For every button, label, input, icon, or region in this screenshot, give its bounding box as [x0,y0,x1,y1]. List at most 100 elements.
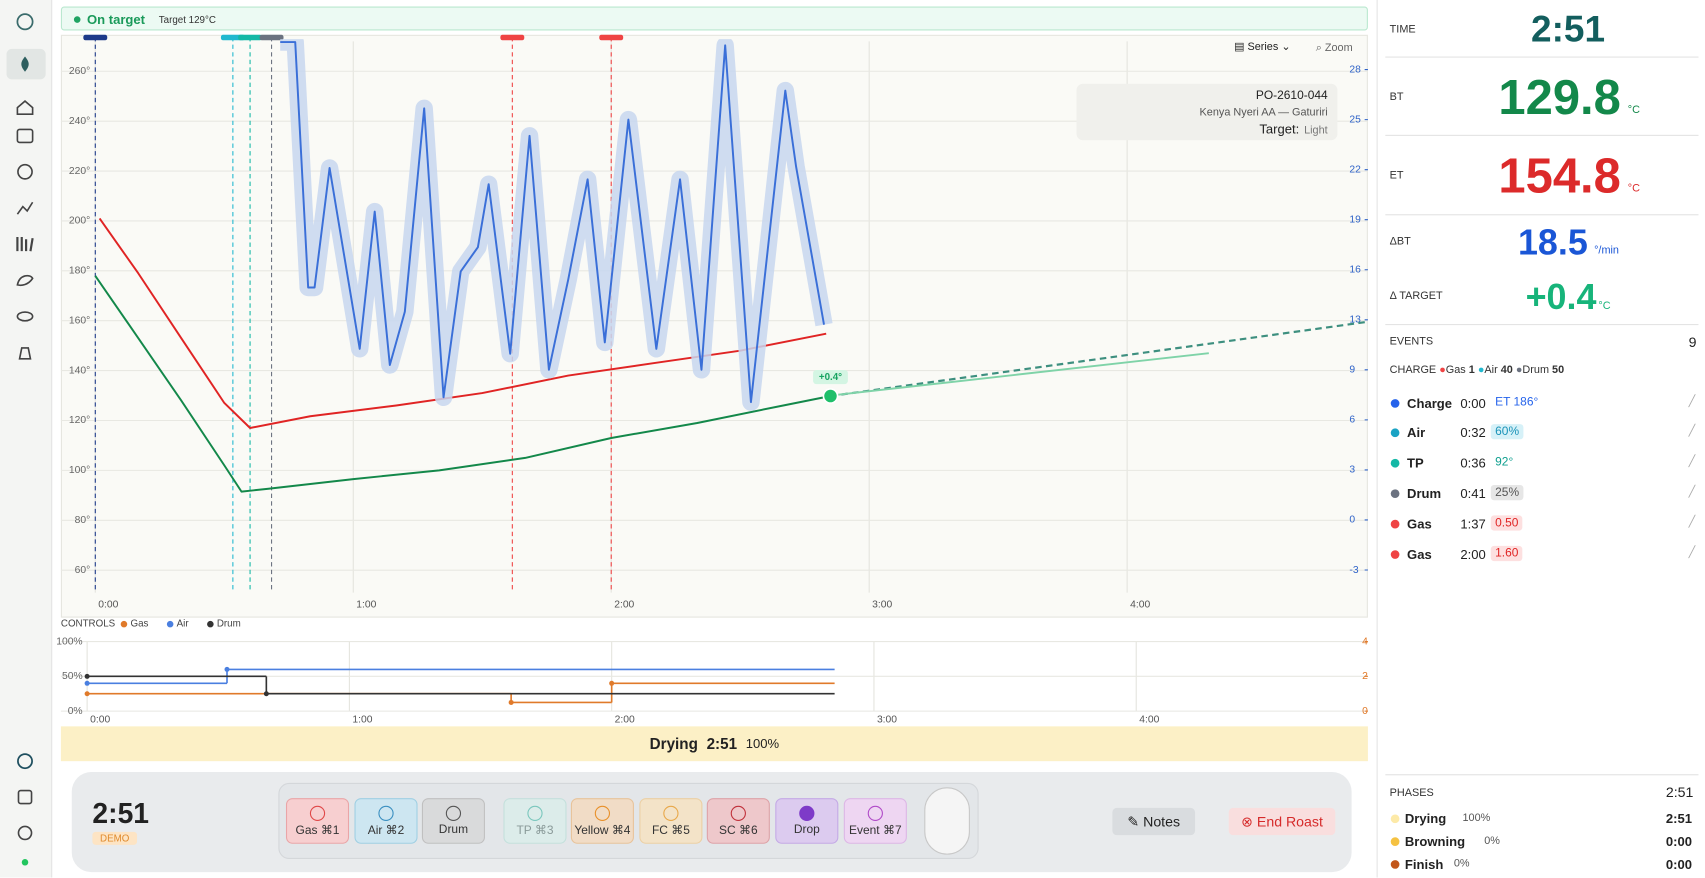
y-tick-label: 260° [69,66,90,77]
button-shortcut[interactable]: ⌘1 [320,824,340,838]
tp-button[interactable]: TP ⌘3 [503,798,567,844]
nav-settings[interactable] [17,825,33,841]
phase-row: Drying 100% 2:51 [1390,809,1699,831]
nav-inventory[interactable] [18,347,32,360]
series-line [830,320,1368,398]
event-row[interactable]: TP 0:36 92° ╱ [1390,453,1699,475]
series-button[interactable]: ▤ Series ⌄ [1234,41,1291,54]
events-title: EVENTS [1389,335,1434,348]
reading-label: ET [1389,169,1404,182]
target-value: Light [1304,125,1328,138]
event-time: 2:00 [1460,546,1486,563]
readings-panel [1376,0,1705,878]
step-point [609,680,615,686]
event-time: 0:41 [1460,486,1486,502]
x-tick-label: 4:00 [1139,715,1159,726]
logo[interactable] [16,13,34,31]
events-count: 9 [1688,333,1697,351]
zoom-button[interactable]: ⌕ Zoom [1315,42,1353,55]
reading-label: ΔBT [1389,235,1411,248]
end-roast-button[interactable]: ⊗ End Roast [1228,807,1336,836]
button-shortcut[interactable]: ⌘5 [671,824,690,838]
end-roast-label[interactable]: End Roast [1256,813,1323,830]
fc-button[interactable]: FC ⌘5 [639,798,703,844]
event-time: 1:37 [1460,516,1486,532]
drop-button[interactable]: Drop [775,798,839,844]
event-row[interactable]: Drum 0:41 25% ╱ [1390,484,1699,506]
legend-label: Air [177,619,190,630]
nav-library[interactable] [16,237,34,252]
y-tick-label: 240° [69,116,90,127]
charge-settings: CHARGE ●Gas 1 ●Air 40 ●Drum 50 [1389,364,1565,377]
gas-button[interactable]: Gas ⌘1 [285,798,350,844]
button-label[interactable]: Gas [295,824,318,838]
y-tick-label: 200° [69,216,90,227]
button-shortcut[interactable]: ⌘7 [882,824,902,838]
button-label[interactable]: TP [516,824,532,838]
phase-row: Finish 0% 0:00 [1390,855,1699,877]
button-shortcut[interactable]: ⌘2 [385,824,405,838]
nav-device[interactable] [17,789,33,805]
notes-button[interactable]: ✎ Notes [1112,807,1196,836]
phase-time: 0:00 [1665,856,1692,873]
air-button[interactable]: Air ⌘2 [354,798,418,844]
ror-unit: °/min [1594,244,1619,257]
event-row[interactable]: Gas 2:00 1.60 ╱ [1390,545,1699,567]
y-tick-label: 180° [69,266,90,277]
event-detail: ET 186° [1495,395,1539,409]
button-label[interactable]: Drum [438,823,469,837]
y-tick-label: 50% [62,671,83,682]
button-label[interactable]: Air [367,824,383,838]
x-tick-label: 4:00 [1130,599,1150,610]
charts: 0:00 1:00 2:00 3:00 4:00 60° 80° 100° 120° 140° 16… [56,34,1368,726]
divider [1385,134,1699,136]
y-tick-label: 120° [69,415,90,426]
nav-history[interactable] [17,163,33,180]
series-label[interactable]: Series [1247,41,1279,54]
event-row[interactable]: Charge 0:00 ET 186° ╱ [1390,394,1699,416]
bt-value: 129.8 [1498,69,1621,126]
event-tab [238,34,263,41]
step-point [224,666,230,672]
nav-home[interactable] [16,100,34,115]
reading-label: BT [1389,91,1404,104]
y2-tick-label: -3 [1349,565,1358,576]
nav-profile[interactable] [17,753,33,770]
zoom-label[interactable]: Zoom [1324,42,1353,55]
button-label[interactable]: SC [719,824,736,838]
event-tab [599,34,624,41]
y-tick-label: 160° [69,315,90,326]
phase-name: Finish [1404,856,1444,873]
button-shortcut[interactable]: ⌘3 [534,824,554,838]
y-tick-label: 60° [75,565,91,576]
nav-cupping[interactable] [16,311,34,322]
nav-beans[interactable] [16,274,34,287]
yellow-button[interactable]: Yellow ⌘4 [570,798,634,844]
button-label[interactable]: Yellow [574,824,609,838]
event-tab [500,34,525,41]
nav-roast[interactable] [21,56,29,72]
phase-name: Browning [1404,834,1466,850]
delta-target-unit: °C [1598,300,1611,313]
event-button[interactable]: Event ⌘7 [843,798,907,844]
notes-label[interactable]: Notes [1143,813,1181,830]
button-label[interactable]: FC [651,824,668,838]
button-shortcut[interactable]: ⌘4 [611,824,631,838]
event-row[interactable]: Air 0:32 60% ╱ [1390,423,1699,445]
event-detail: 60% [1490,424,1524,440]
nav-calendar[interactable] [16,128,34,144]
sc-button[interactable]: SC ⌘6 [706,798,770,844]
nav-analytics[interactable] [16,201,34,215]
setting-value: 40 [1500,364,1513,377]
drum-button[interactable]: Drum [421,798,485,844]
coffee-name: Kenya Nyeri AA — Gaturiri [1199,106,1328,119]
y2-tick-label: 6 [1349,415,1355,426]
mode-toggle[interactable] [924,787,970,855]
button-shortcut[interactable]: ⌘6 [738,824,758,838]
x-tick-label: 0:00 [98,599,118,610]
button-label[interactable]: Event [849,824,880,838]
step-point [508,699,514,705]
event-row[interactable]: Gas 1:37 0.50 ╱ [1390,514,1699,536]
y2-tick-label: 19 [1349,214,1361,225]
button-label[interactable]: Drop [793,823,820,837]
